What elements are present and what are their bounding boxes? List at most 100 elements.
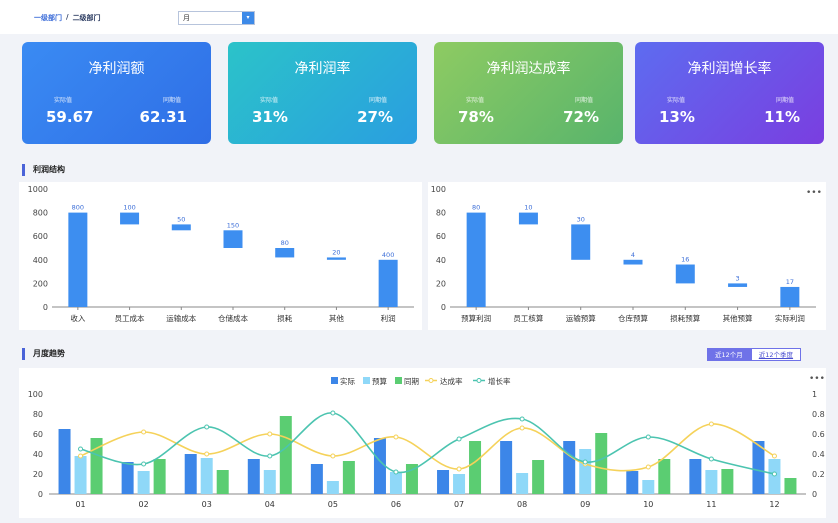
x-tick-label: 损耗预算 bbox=[670, 313, 700, 323]
bar-budget bbox=[137, 471, 150, 494]
y-left-tick-label: 20 bbox=[33, 470, 43, 479]
period-select[interactable]: 月 ▾ bbox=[178, 11, 255, 25]
line-point bbox=[267, 453, 273, 459]
kpi-card[interactable]: 净利润增长率 实际值 13% 同期值 11% bbox=[635, 42, 824, 144]
line-point bbox=[141, 461, 147, 467]
y-tick-label: 40 bbox=[436, 256, 446, 265]
x-tick-label: 利润 bbox=[381, 313, 396, 323]
x-tick-label: 仓库预算 bbox=[618, 313, 648, 323]
kpi-card[interactable]: 净利润额 实际值 59.67 同期值 62.31 bbox=[22, 42, 211, 144]
data-label: 80 bbox=[472, 204, 480, 212]
breadcrumb-level1[interactable]: 一级部门 bbox=[34, 14, 62, 22]
data-label: 3 bbox=[736, 274, 740, 282]
data-label: 400 bbox=[382, 251, 394, 259]
y-tick-label: 20 bbox=[436, 279, 446, 288]
y-right-tick-label: 0 bbox=[812, 490, 817, 499]
data-label: 800 bbox=[72, 204, 84, 212]
kpi-actual-value: 31% bbox=[252, 108, 288, 126]
bar-prior bbox=[342, 461, 355, 494]
section-title-structure: 利润结构 bbox=[22, 164, 65, 176]
y-tick-label: 200 bbox=[33, 279, 48, 288]
waterfall-panel-1: 0 200 400 600 800 1000 800 收入 100 员工成本 50 运输成本 150 仓储… bbox=[19, 182, 422, 330]
kpi-actual-label: 实际值 bbox=[260, 97, 279, 104]
waterfall-chart-1: 0 200 400 600 800 1000 800 收入 100 员工成本 50 运输成本 150 仓储… bbox=[28, 185, 414, 323]
bar-prior bbox=[784, 478, 797, 494]
data-label: 50 bbox=[177, 215, 185, 223]
data-label: 150 bbox=[227, 221, 239, 229]
line-point bbox=[456, 436, 462, 442]
bar-actual bbox=[437, 470, 450, 494]
y-tick-label: 0 bbox=[441, 303, 446, 312]
line-point bbox=[78, 453, 84, 459]
waterfall-bar bbox=[466, 212, 486, 307]
legend-marker bbox=[476, 378, 482, 383]
waterfall-bar bbox=[518, 212, 538, 225]
kpi-card[interactable]: 净利润率 实际值 31% 同期值 27% bbox=[228, 42, 417, 144]
bar-budget bbox=[579, 449, 592, 494]
chevron-down-icon[interactable]: ▾ bbox=[242, 12, 254, 24]
x-tick-label: 收入 bbox=[70, 313, 85, 323]
x-tick-label: 07 bbox=[454, 500, 464, 509]
y-left-tick-label: 100 bbox=[28, 390, 43, 399]
line-point bbox=[204, 451, 210, 457]
bar-actual bbox=[626, 471, 639, 494]
waterfall-panel-2: 0 20 40 60 80 100 80 预算利润 10 员工核算 30 运输预算 4 仓库预算 16 损耗预… bbox=[428, 182, 826, 330]
x-tick-label: 员工核算 bbox=[513, 313, 543, 323]
line-point bbox=[708, 456, 714, 462]
bar-actual bbox=[563, 441, 576, 494]
bar-actual bbox=[58, 429, 71, 494]
waterfall-bar bbox=[326, 257, 346, 260]
kpi-title: 净利润达成率 bbox=[486, 61, 571, 77]
legend-swatch bbox=[331, 377, 338, 384]
breadcrumb: 一级部门 / 二级部门 bbox=[34, 13, 101, 23]
y-tick-label: 1000 bbox=[28, 185, 48, 194]
more-icon[interactable]: ••• bbox=[806, 188, 822, 198]
trend-more-icon[interactable]: ••• bbox=[809, 374, 825, 384]
data-label: 80 bbox=[281, 239, 289, 247]
kpi-prior-value: 62.31 bbox=[139, 108, 187, 126]
kpi-title: 净利润率 bbox=[294, 61, 351, 77]
bar-actual bbox=[752, 441, 765, 494]
x-tick-label: 其他预算 bbox=[723, 313, 753, 323]
kpi-card[interactable]: 净利润达成率 实际值 78% 同期值 72% bbox=[434, 42, 623, 144]
bar-actual bbox=[247, 459, 260, 494]
range-toggle: 近12个月 近12个季度 bbox=[707, 348, 802, 361]
x-tick-label: 10 bbox=[643, 500, 653, 509]
y-left-tick-label: 40 bbox=[33, 450, 43, 459]
bar-prior bbox=[153, 459, 166, 494]
bar-prior bbox=[721, 469, 734, 494]
waterfall-bar bbox=[275, 248, 295, 258]
x-tick-label: 仓储成本 bbox=[218, 313, 248, 323]
x-tick-label: 员工成本 bbox=[115, 313, 145, 323]
waterfall-chart-2: 0 20 40 60 80 100 80 预算利润 10 员工核算 30 运输预算 4 仓库预算 16 损耗预… bbox=[431, 185, 816, 323]
line-point bbox=[519, 425, 525, 431]
y-tick-label: 400 bbox=[33, 256, 48, 265]
y-left-tick-label: 0 bbox=[38, 490, 43, 499]
bar-actual bbox=[500, 441, 513, 494]
bar-budget bbox=[74, 456, 87, 494]
kpi-actual-value: 13% bbox=[659, 108, 695, 126]
last-12-months-button[interactable]: 近12个月 bbox=[707, 348, 751, 361]
legend-marker bbox=[428, 378, 434, 383]
last-12-quarters-button[interactable]: 近12个季度 bbox=[750, 348, 802, 361]
kpi-prior-label: 同期值 bbox=[574, 97, 593, 104]
line-point bbox=[645, 464, 651, 470]
data-label: 16 bbox=[681, 256, 689, 264]
y-tick-label: 800 bbox=[33, 209, 48, 218]
waterfall-bar bbox=[623, 259, 643, 265]
x-tick-label: 11 bbox=[706, 500, 716, 509]
top-bar: 一级部门 / 二级部门 月 ▾ bbox=[0, 0, 838, 34]
kpi-prior-label: 同期值 bbox=[368, 97, 387, 104]
bar-prior bbox=[90, 438, 103, 494]
x-tick-label: 03 bbox=[202, 500, 212, 509]
kpi-title: 净利润额 bbox=[88, 61, 145, 77]
waterfall-bar bbox=[223, 230, 243, 248]
kpi-prior-label: 同期值 bbox=[775, 97, 794, 104]
line-point bbox=[204, 424, 210, 430]
legend-label: 预算 bbox=[372, 376, 387, 386]
bar-budget bbox=[453, 474, 466, 494]
waterfall-bar bbox=[571, 224, 591, 260]
bar-budget bbox=[642, 480, 655, 494]
data-label: 30 bbox=[577, 215, 585, 223]
